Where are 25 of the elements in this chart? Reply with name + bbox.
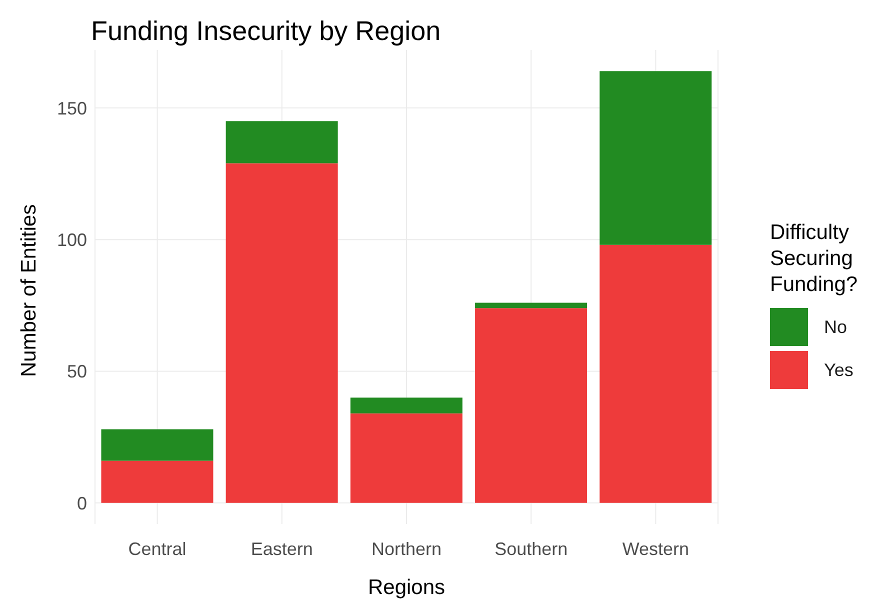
- y-tick-label: 50: [66, 362, 87, 382]
- bar: [600, 71, 712, 245]
- y-tick-label: 100: [56, 230, 87, 250]
- bar: [350, 413, 462, 503]
- y-tick-label: 0: [76, 493, 87, 514]
- bar: [475, 302, 588, 308]
- bar: [350, 398, 462, 414]
- legend-label: No: [824, 316, 848, 338]
- bar: [475, 308, 588, 503]
- x-tick-label: Central: [128, 538, 186, 559]
- x-tick-label: Western: [622, 538, 690, 559]
- x-tick-label: Eastern: [250, 538, 313, 559]
- bar: [101, 429, 214, 461]
- bar: [226, 121, 338, 164]
- chart-title: Funding Insecurity by Region: [91, 16, 441, 47]
- bar: [226, 163, 338, 503]
- bar: [101, 460, 214, 503]
- x-axis-title: Regions: [368, 576, 446, 599]
- legend-title: Difficulty Securing Funding?: [770, 220, 858, 298]
- bar: [600, 244, 712, 503]
- y-tick-label: 150: [56, 98, 87, 118]
- legend-label: Yes: [824, 360, 854, 380]
- x-tick-label: Southern: [494, 538, 568, 559]
- y-axis-title: Number of Entities: [17, 204, 40, 377]
- x-tick-label: Northern: [371, 538, 442, 559]
